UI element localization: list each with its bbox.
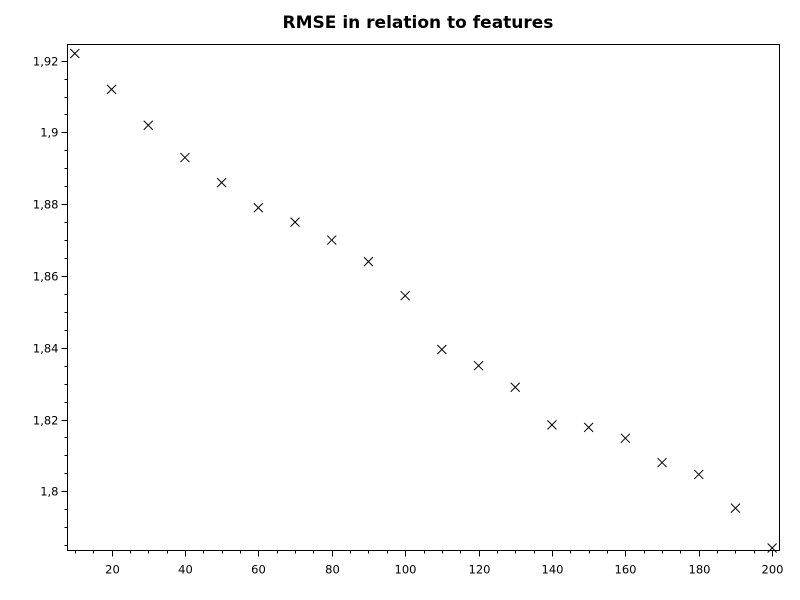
data-point-marker: [363, 256, 374, 267]
data-point-marker: [510, 382, 521, 393]
data-point-marker: [730, 503, 741, 514]
data-point-marker: [400, 290, 411, 301]
data-point-marker: [290, 217, 300, 227]
y-tick-label: 1,82: [33, 414, 59, 428]
plot-axes: [67, 44, 780, 551]
x-tick-label: 200: [762, 563, 784, 577]
data-point-marker: [767, 543, 778, 553]
data-point-marker: [143, 120, 154, 131]
data-point-marker: [620, 433, 631, 444]
data-point-marker: [216, 177, 227, 188]
y-tick-label: 1,88: [33, 198, 59, 212]
data-point-marker: [693, 469, 704, 480]
data-point-marker: [583, 422, 594, 433]
x-tick-label: 140: [542, 563, 564, 577]
x-tick-label: 100: [395, 563, 417, 577]
data-point-marker: [657, 457, 667, 468]
x-tick-label: 160: [615, 563, 637, 577]
x-tick-label: 60: [251, 563, 266, 577]
data-point-marker: [436, 344, 447, 355]
x-axis-ticks: 20 40 60 80 100 120 140 160 180 200: [75, 550, 784, 577]
data-points: [69, 48, 778, 553]
y-tick-label: 1,92: [33, 55, 59, 69]
x-tick-label: 20: [105, 563, 120, 577]
data-point-marker: [69, 48, 80, 59]
y-tick-label: 1,84: [33, 342, 59, 356]
plot-frame: [67, 44, 780, 551]
y-axis-ticks: 1,8 1,82 1,84 1,86 1,88 1,9 1,92: [33, 55, 68, 546]
data-point-marker: [326, 235, 337, 245]
x-tick-label: 40: [178, 563, 193, 577]
data-point-marker: [106, 84, 117, 95]
y-tick-label: 1,9: [40, 126, 58, 140]
data-point-marker: [547, 420, 557, 430]
x-tick-label: 80: [325, 563, 340, 577]
data-point-marker: [473, 360, 484, 371]
chart-title: RMSE in relation to features: [283, 13, 554, 33]
data-point-marker: [180, 152, 190, 163]
y-tick-label: 1,8: [40, 485, 58, 499]
data-point-marker: [253, 202, 264, 213]
y-tick-label: 1,86: [33, 270, 59, 284]
x-tick-label: 180: [689, 563, 711, 577]
x-tick-label: 120: [469, 563, 491, 577]
